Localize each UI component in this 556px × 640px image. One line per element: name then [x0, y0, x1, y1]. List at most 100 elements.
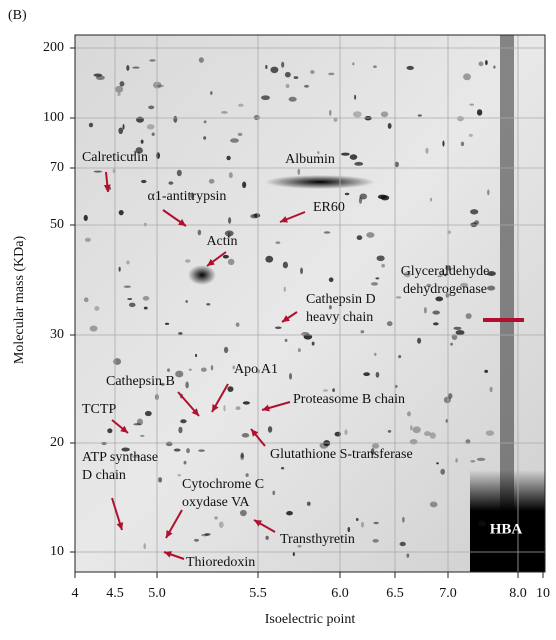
gel-spot: [140, 139, 144, 144]
y-axis-label: Molecular mass (KDa): [12, 236, 27, 365]
gel-spot: [118, 209, 124, 216]
annotation-label: D chain: [82, 468, 126, 483]
gel-spot: [344, 192, 350, 196]
gel-spot: [197, 229, 202, 236]
gel-spot: [470, 460, 476, 463]
annotation-label: Transthyretin: [280, 532, 355, 547]
gel-spot: [285, 83, 290, 89]
gel-spot: [371, 443, 380, 449]
gel-spot: [282, 261, 289, 269]
gel-spot: [230, 138, 239, 143]
actin-spot: [188, 265, 216, 285]
gel-spot: [203, 120, 207, 124]
gel-spot: [373, 65, 377, 69]
gel-spot: [386, 321, 393, 327]
gel-spot: [173, 115, 178, 123]
gel-spot: [455, 458, 458, 463]
y-tick-label: 30: [50, 327, 64, 342]
gel-spot: [332, 388, 335, 392]
gel-spot: [203, 136, 207, 140]
arrow-head: [251, 429, 259, 437]
gel-spot: [228, 172, 233, 179]
gel-spot: [303, 84, 310, 88]
gel-spot: [113, 358, 122, 365]
gel-spot: [242, 401, 250, 405]
x-tick-label: 7.0: [439, 586, 457, 601]
annotation-label: TCTP: [82, 402, 116, 417]
gel-spot: [333, 117, 338, 122]
gel-spot: [426, 283, 432, 288]
gel-spot: [204, 533, 211, 536]
gel-spot: [399, 541, 406, 547]
gel-spot: [121, 447, 130, 452]
gel-spot: [370, 282, 379, 286]
gel-spot: [352, 111, 362, 118]
arrow-head: [212, 404, 219, 412]
gel-spot: [356, 235, 363, 241]
gel-spot: [84, 237, 91, 242]
gel-spot: [469, 103, 474, 106]
gel-spot: [387, 430, 392, 433]
gel-spot: [375, 277, 380, 280]
gel-spot: [487, 189, 490, 196]
gel-spot: [417, 114, 422, 117]
gel-spot: [132, 66, 140, 69]
gel-spot: [323, 231, 331, 234]
annotation-label: Glutathione S-transferase: [270, 447, 413, 462]
arrow-head: [262, 404, 270, 412]
gel-spot: [267, 426, 273, 433]
gel-spot: [347, 526, 351, 533]
gel-spot: [143, 306, 148, 310]
arrow-head: [207, 258, 215, 266]
gel-spot: [349, 154, 358, 160]
gel-spot: [284, 71, 291, 78]
gel-spot: [493, 65, 496, 69]
gel-spot: [183, 460, 187, 465]
gel-spot: [144, 410, 152, 417]
x-tick-label: 5.5: [249, 586, 267, 601]
gel-spot: [360, 521, 365, 528]
gel-spot: [289, 373, 293, 380]
gel-spot: [93, 170, 103, 173]
gel-spot: [370, 448, 375, 455]
gel-spot: [240, 452, 244, 459]
gel-spot: [223, 346, 229, 354]
gel-spot: [226, 155, 231, 161]
gel-spot: [381, 263, 385, 268]
gel-spot: [410, 425, 413, 431]
gel-spot: [334, 431, 342, 437]
gel-spot: [363, 372, 370, 377]
gel-spot: [158, 477, 163, 483]
gel-spot: [402, 516, 405, 523]
gel-spot: [265, 535, 269, 540]
gel-spot: [375, 371, 380, 378]
annotation-label: HBA: [490, 521, 523, 537]
gel-spot: [425, 147, 429, 154]
gel-spot: [186, 448, 190, 454]
gel: [75, 35, 545, 572]
gel-spot: [310, 70, 315, 74]
gel-spot: [373, 521, 379, 525]
gel-spot: [237, 132, 243, 136]
gel-spot: [300, 267, 303, 275]
gel-spot: [122, 123, 125, 130]
gel-spot: [180, 419, 187, 424]
gel-spot: [328, 72, 335, 76]
gel-spot: [441, 269, 444, 276]
gel-spot: [275, 241, 281, 244]
gel-spot: [240, 453, 245, 461]
gel-spot: [89, 325, 98, 332]
gel-spot: [235, 406, 241, 411]
annotation-label: Actin: [206, 234, 237, 249]
gel-spot: [435, 296, 444, 302]
gel-spot: [148, 105, 155, 110]
gel-spot: [376, 255, 385, 262]
gel-spot: [380, 111, 389, 118]
annotation-label: heavy chain: [306, 310, 373, 325]
gel-spot: [241, 433, 250, 438]
gel-spot: [288, 96, 297, 102]
gel-spot: [455, 329, 465, 336]
gel-spot: [173, 448, 181, 452]
gel-spot: [328, 277, 334, 283]
gel-spot: [280, 467, 285, 470]
